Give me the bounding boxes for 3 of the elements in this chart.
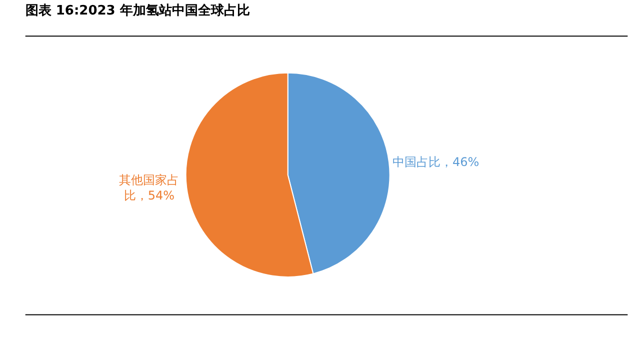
- slice-label: 其他国家占比，54%: [119, 173, 180, 203]
- slice-label: 中国占比，46%: [392, 155, 480, 170]
- chart-title: 图表 16:2023 年加氢站中国全球占比: [25, 2, 250, 18]
